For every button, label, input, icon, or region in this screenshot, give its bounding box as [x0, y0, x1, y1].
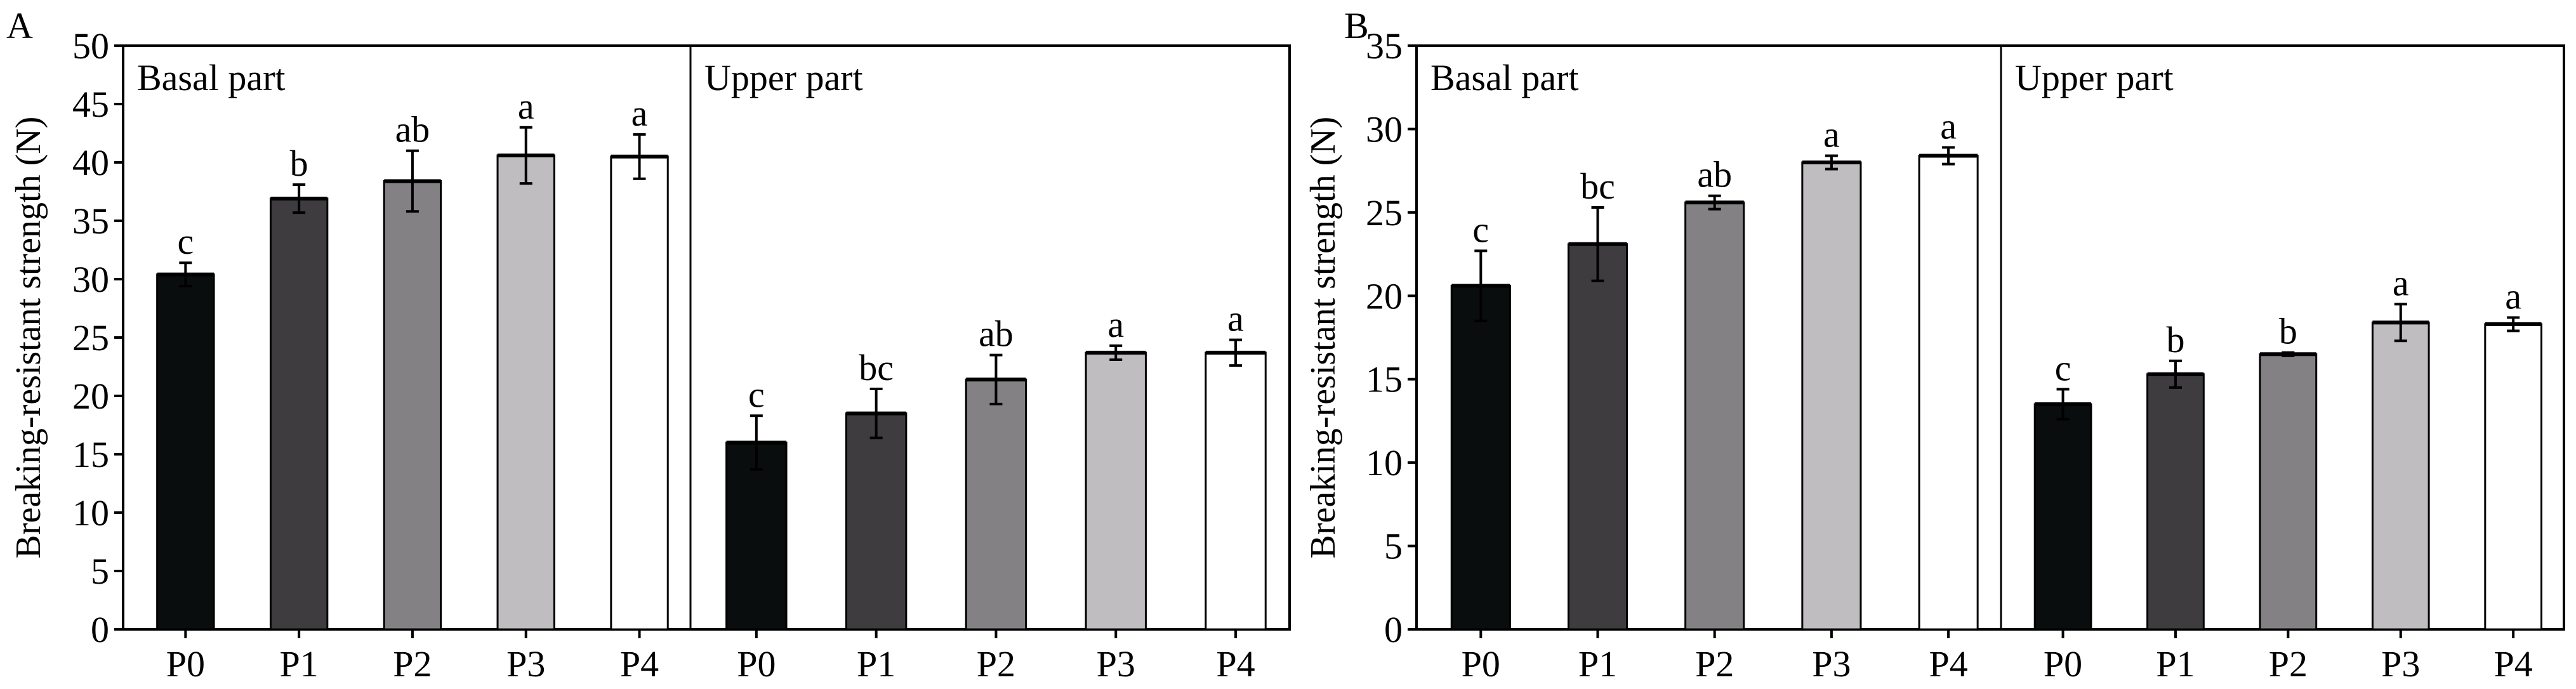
y-tick-label: 40	[72, 142, 109, 183]
y-tick-label: 30	[72, 259, 109, 300]
significance-letter: bc	[1580, 166, 1615, 207]
x-tick-label: P3	[1812, 643, 1851, 685]
x-tick-label: P1	[857, 643, 895, 685]
y-tick-label: 35	[72, 200, 109, 242]
group-label: Basal part	[137, 57, 286, 98]
significance-letter: c	[748, 374, 765, 415]
y-tick-label: 10	[1366, 442, 1403, 483]
bar-p0	[156, 273, 215, 631]
significance-letter: c	[177, 221, 194, 262]
bar-p3	[1801, 161, 1862, 631]
bar-p3	[496, 154, 555, 631]
bar-p2	[1684, 201, 1745, 631]
x-tick-label: P3	[2381, 643, 2420, 685]
y-tick-label: 45	[72, 84, 109, 125]
significance-letter: ab	[979, 313, 1014, 355]
y-tick-label: 10	[72, 492, 109, 534]
significance-letter: a	[2505, 275, 2521, 317]
x-tick-label: P0	[1462, 643, 1500, 685]
significance-letter: a	[1107, 304, 1124, 345]
x-tick-label: P2	[2269, 643, 2308, 685]
y-tick-label: 15	[1366, 359, 1403, 400]
y-tick-label: 5	[1384, 526, 1403, 567]
bar-p2	[2259, 353, 2318, 631]
y-axis-label: Breaking-resistant strength (N)	[9, 117, 48, 559]
bar-p0	[725, 442, 788, 631]
bar-p1	[269, 197, 329, 631]
x-tick-label: P0	[166, 643, 205, 685]
y-tick-label: 0	[1384, 609, 1403, 650]
significance-letter: a	[1940, 105, 1957, 147]
bar-p2	[383, 180, 442, 631]
bar-p4	[2484, 323, 2543, 631]
panel-label: A	[6, 5, 33, 46]
significance-letter: a	[518, 86, 534, 127]
group-label: Basal part	[1430, 57, 1579, 98]
panel-b: B Breaking-resistant strength (N) 0 5 10 15 20…	[1304, 5, 2565, 685]
significance-letter: b	[2279, 311, 2297, 352]
significance-letter: a	[1823, 114, 1840, 155]
y-tick-label: 20	[72, 376, 109, 417]
x-tick-label: P2	[977, 643, 1015, 685]
group-label: Upper part	[2015, 57, 2174, 98]
bar-p3	[1085, 351, 1147, 631]
x-tick-label: P4	[2494, 643, 2533, 685]
significance-letter: c	[2055, 347, 2071, 388]
y-tick-label: 35	[1366, 25, 1403, 67]
bar-p4	[1205, 351, 1267, 631]
x-tick-label: P4	[1216, 643, 1255, 685]
significance-letter: a	[1227, 298, 1244, 339]
x-tick-label: P3	[1097, 643, 1135, 685]
y-tick-label: 50	[72, 25, 109, 67]
y-tick-label: 0	[91, 609, 109, 650]
x-tick-label: P1	[2156, 643, 2195, 685]
bar-p0	[2033, 403, 2092, 631]
plot-frame	[1415, 44, 2565, 631]
x-tick-label: P2	[393, 643, 432, 685]
x-tick-label: P1	[1578, 643, 1617, 685]
significance-letter: ab	[1697, 154, 1732, 195]
panel-label: B	[1344, 5, 1369, 46]
significance-letter: a	[631, 93, 648, 134]
x-tick-label: P0	[737, 643, 776, 685]
significance-letter: c	[1472, 209, 1489, 250]
y-tick-label: 5	[91, 551, 109, 592]
significance-letter: b	[290, 143, 308, 184]
y-tick-label: 25	[1366, 192, 1403, 233]
y-tick-label: 25	[72, 317, 109, 358]
bar-p1	[845, 412, 908, 631]
y-tick-label: 20	[1366, 275, 1403, 317]
x-tick-label: P3	[506, 643, 545, 685]
y-tick-label: 30	[1366, 108, 1403, 150]
bar-p4	[1918, 154, 1979, 631]
x-tick-label: P4	[620, 643, 659, 685]
significance-letter: a	[2393, 262, 2409, 303]
x-tick-label: P0	[2044, 643, 2082, 685]
group-label: Upper part	[704, 57, 863, 98]
bar-p0	[1450, 285, 1511, 631]
x-tick-label: P4	[1929, 643, 1967, 685]
x-tick-label: P1	[280, 643, 319, 685]
significance-letter: ab	[395, 109, 430, 150]
x-tick-label: P2	[1695, 643, 1734, 685]
significance-letter: bc	[859, 347, 894, 388]
bar-p2	[965, 378, 1027, 631]
significance-letter: b	[2166, 319, 2184, 360]
panel-a: A Breaking-resistant strength (N) 0 5 10 15 20…	[6, 5, 1291, 685]
bar-p1	[1567, 243, 1628, 631]
bar-p3	[2371, 321, 2430, 631]
y-tick-label: 15	[72, 434, 109, 475]
y-axis-label: Breaking-resistant strength (N)	[1304, 117, 1343, 559]
bar-p1	[2146, 373, 2205, 631]
bar-p4	[610, 155, 669, 631]
